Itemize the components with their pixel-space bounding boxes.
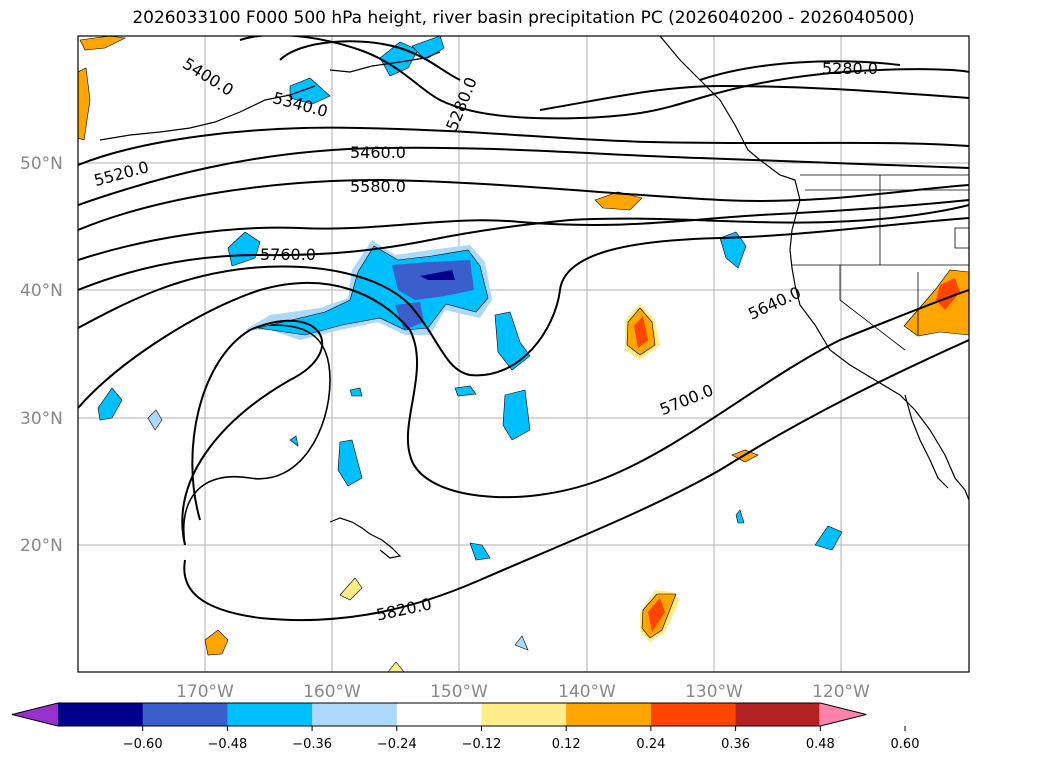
contour-label-5460: 5460.0 <box>350 143 406 162</box>
colorbar-cell <box>481 703 567 726</box>
colorbar-tick-label: −0.24 <box>377 737 417 752</box>
colorbar-cell <box>735 703 821 726</box>
lat-label-20n: 20°N <box>20 536 63 556</box>
baja-california <box>904 394 949 489</box>
contour-label-5760: 5760.0 <box>260 245 316 264</box>
figure-title: 2026033100 F000 500 hPa height, river ba… <box>132 8 915 28</box>
colorbar-cell <box>58 703 144 726</box>
colorbar-tick-label: 0.24 <box>636 737 665 752</box>
lon-label-150w: 150°W <box>430 682 488 702</box>
colorbar-tick-label: 0.12 <box>552 737 581 752</box>
colorbar-tick-label: −0.48 <box>207 737 247 752</box>
hawaii-islands <box>329 517 402 559</box>
lon-label-170w: 170°W <box>176 682 234 702</box>
lat-label-50n: 50°N <box>20 154 63 174</box>
colorbar-cell <box>566 703 652 726</box>
contour-label-5580: 5580.0 <box>350 177 406 196</box>
map-frame <box>77 35 970 673</box>
colorbar-outline <box>11 702 867 727</box>
aleutian-islands <box>99 85 316 141</box>
colorbar-tick-label: 0.60 <box>891 737 920 752</box>
colorbar-tick-label: −0.60 <box>123 737 163 752</box>
colorbar: −0.60 −0.48 −0.36 −0.24 −0.12 0.12 0.24 0.36 0.4… <box>11 702 920 752</box>
contour-label-5280-east: 5280.0 <box>822 59 878 78</box>
lon-label-140w: 140°W <box>558 682 616 702</box>
lon-label-120w: 120°W <box>812 682 870 702</box>
lon-label-160w: 160°W <box>303 682 361 702</box>
colorbar-cell <box>650 703 737 726</box>
state-borders <box>792 174 969 351</box>
north-america-coast <box>659 36 969 501</box>
dark-blue-core <box>420 270 455 280</box>
colorbar-tick-label: −0.36 <box>292 737 332 752</box>
colorbar-cell <box>12 703 59 726</box>
contour-line-5460 <box>78 146 969 206</box>
colorbar-tick-label: −0.12 <box>462 737 502 752</box>
longitude-labels: 170°W 160°W 150°W 140°W 130°W 120°W <box>176 682 870 702</box>
lat-label-40n: 40°N <box>20 281 63 301</box>
colorbar-tick-label: 0.48 <box>806 737 835 752</box>
coastlines <box>99 36 969 559</box>
contour-line-5580 <box>78 178 969 231</box>
negative-anomaly-areas <box>97 36 843 651</box>
lat-label-30n: 30°N <box>20 409 63 429</box>
lon-label-130w: 130°W <box>685 682 743 702</box>
colorbar-cell <box>227 703 313 726</box>
latitude-labels: 50°N 40°N 30°N 20°N <box>20 154 63 556</box>
colorbar-cell <box>819 703 867 726</box>
colorbar-cell <box>396 703 482 726</box>
colorbar-tick-label: 0.36 <box>721 737 750 752</box>
colorbar-cell <box>142 703 228 726</box>
colorbar-cell <box>312 703 398 726</box>
height-contours <box>78 36 969 622</box>
alaska-peninsula <box>329 51 441 73</box>
